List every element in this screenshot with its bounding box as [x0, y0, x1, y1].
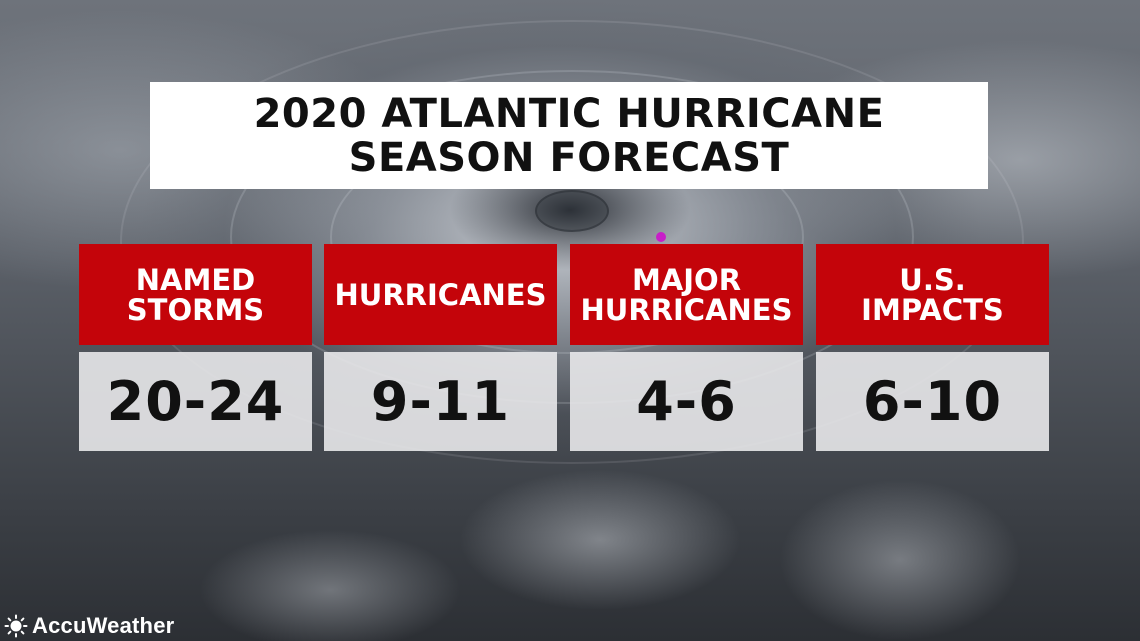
- title-line-2: SEASON FORECAST: [348, 134, 790, 181]
- brand-name: AccuWeather: [32, 613, 175, 638]
- sun-icon: [4, 614, 28, 638]
- hurricane-eye: [535, 190, 609, 232]
- category-label: IMPACTS: [861, 292, 1004, 327]
- category-label: HURRICANES: [334, 277, 547, 312]
- forecast-value: 20-24: [106, 370, 285, 433]
- forecast-value: 4-6: [636, 370, 737, 433]
- value-hurricanes: 9-11: [324, 352, 557, 451]
- category-label: STORMS: [126, 292, 265, 327]
- value-named-storms: 20-24: [79, 352, 312, 451]
- marker-dot: [656, 232, 666, 242]
- category-header-us-impacts: U.S. IMPACTS: [816, 244, 1049, 345]
- forecast-title-box: 2020 ATLANTIC HURRICANE SEASON FORECAST: [150, 82, 988, 189]
- forecast-value: 6-10: [862, 370, 1003, 433]
- forecast-value: 9-11: [370, 370, 511, 433]
- category-label: NAMED: [135, 262, 256, 297]
- cloud-swirl: [120, 20, 1024, 464]
- title-line-1: 2020 ATLANTIC HURRICANE: [253, 90, 885, 137]
- category-label: HURRICANES: [580, 292, 793, 327]
- category-header-hurricanes: HURRICANES: [324, 244, 557, 345]
- value-us-impacts: 6-10: [816, 352, 1049, 451]
- category-label: U.S.: [899, 262, 966, 297]
- category-label: MAJOR: [631, 262, 742, 297]
- category-header-major-hurricanes: MAJOR HURRICANES: [570, 244, 803, 345]
- accuweather-logo: AccuWeather: [4, 613, 174, 639]
- value-major-hurricanes: 4-6: [570, 352, 803, 451]
- category-header-named-storms: NAMED STORMS: [79, 244, 312, 345]
